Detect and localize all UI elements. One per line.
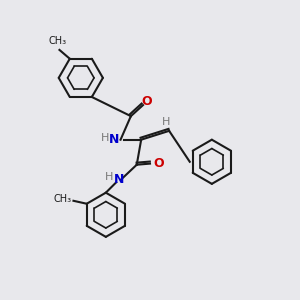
Text: H: H xyxy=(101,133,110,143)
Text: N: N xyxy=(109,133,119,146)
Text: H: H xyxy=(162,117,170,127)
Text: H: H xyxy=(105,172,114,182)
Text: O: O xyxy=(142,95,152,108)
Text: CH₃: CH₃ xyxy=(49,36,67,46)
Text: O: O xyxy=(154,157,164,170)
Text: CH₃: CH₃ xyxy=(54,194,72,204)
Text: N: N xyxy=(114,173,124,186)
